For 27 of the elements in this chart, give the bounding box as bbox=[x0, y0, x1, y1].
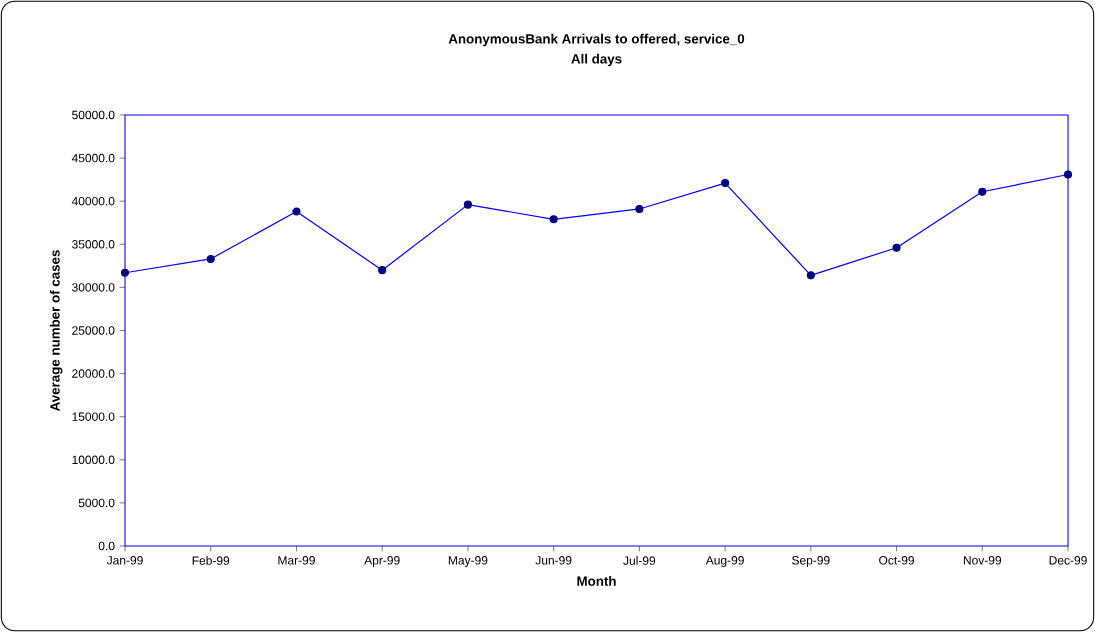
x-tick-label: Jan-99 bbox=[106, 556, 143, 565]
chart-subtitle: All days bbox=[571, 53, 622, 67]
x-tick-label: Sep-99 bbox=[792, 556, 830, 567]
y-tick-label: 45000.0 bbox=[71, 153, 115, 163]
y-tick-label: 15000.0 bbox=[72, 412, 115, 421]
x-tick-label: Mar-99 bbox=[278, 556, 315, 565]
y-tick-label: 40000.0 bbox=[71, 196, 115, 206]
x-tick-label: Oct-99 bbox=[879, 556, 914, 565]
y-tick-label: 50000.0 bbox=[72, 110, 115, 120]
y-tick-label: 10000.0 bbox=[72, 455, 115, 465]
x-tick-label: Nov-99 bbox=[963, 556, 1002, 565]
x-tick-label: Jun-99 bbox=[535, 556, 572, 565]
x-tick-label: May-99 bbox=[448, 556, 488, 567]
y-tick-label: 25000.0 bbox=[72, 326, 115, 335]
y-tick-label: 35000.0 bbox=[72, 240, 115, 249]
x-axis-title: Month bbox=[577, 576, 616, 586]
y-tick-label: 30000.0 bbox=[72, 283, 115, 292]
y-axis-title: Average number of cases bbox=[49, 250, 63, 412]
y-tick-label: 20000.0 bbox=[72, 369, 115, 378]
chart-title: AnonymousBank Arrivals to offered, service_0 bbox=[448, 33, 745, 47]
x-tick-label: Feb-99 bbox=[192, 556, 230, 565]
y-tick-label: 5000.0 bbox=[78, 498, 115, 508]
x-tick-label: Jul-99 bbox=[623, 556, 656, 565]
x-tick-label: Dec-99 bbox=[1049, 556, 1087, 565]
x-tick-label: Apr-99 bbox=[364, 556, 400, 567]
x-tick-label: Aug-99 bbox=[705, 556, 744, 567]
y-tick-label: 0.0 bbox=[98, 541, 115, 551]
